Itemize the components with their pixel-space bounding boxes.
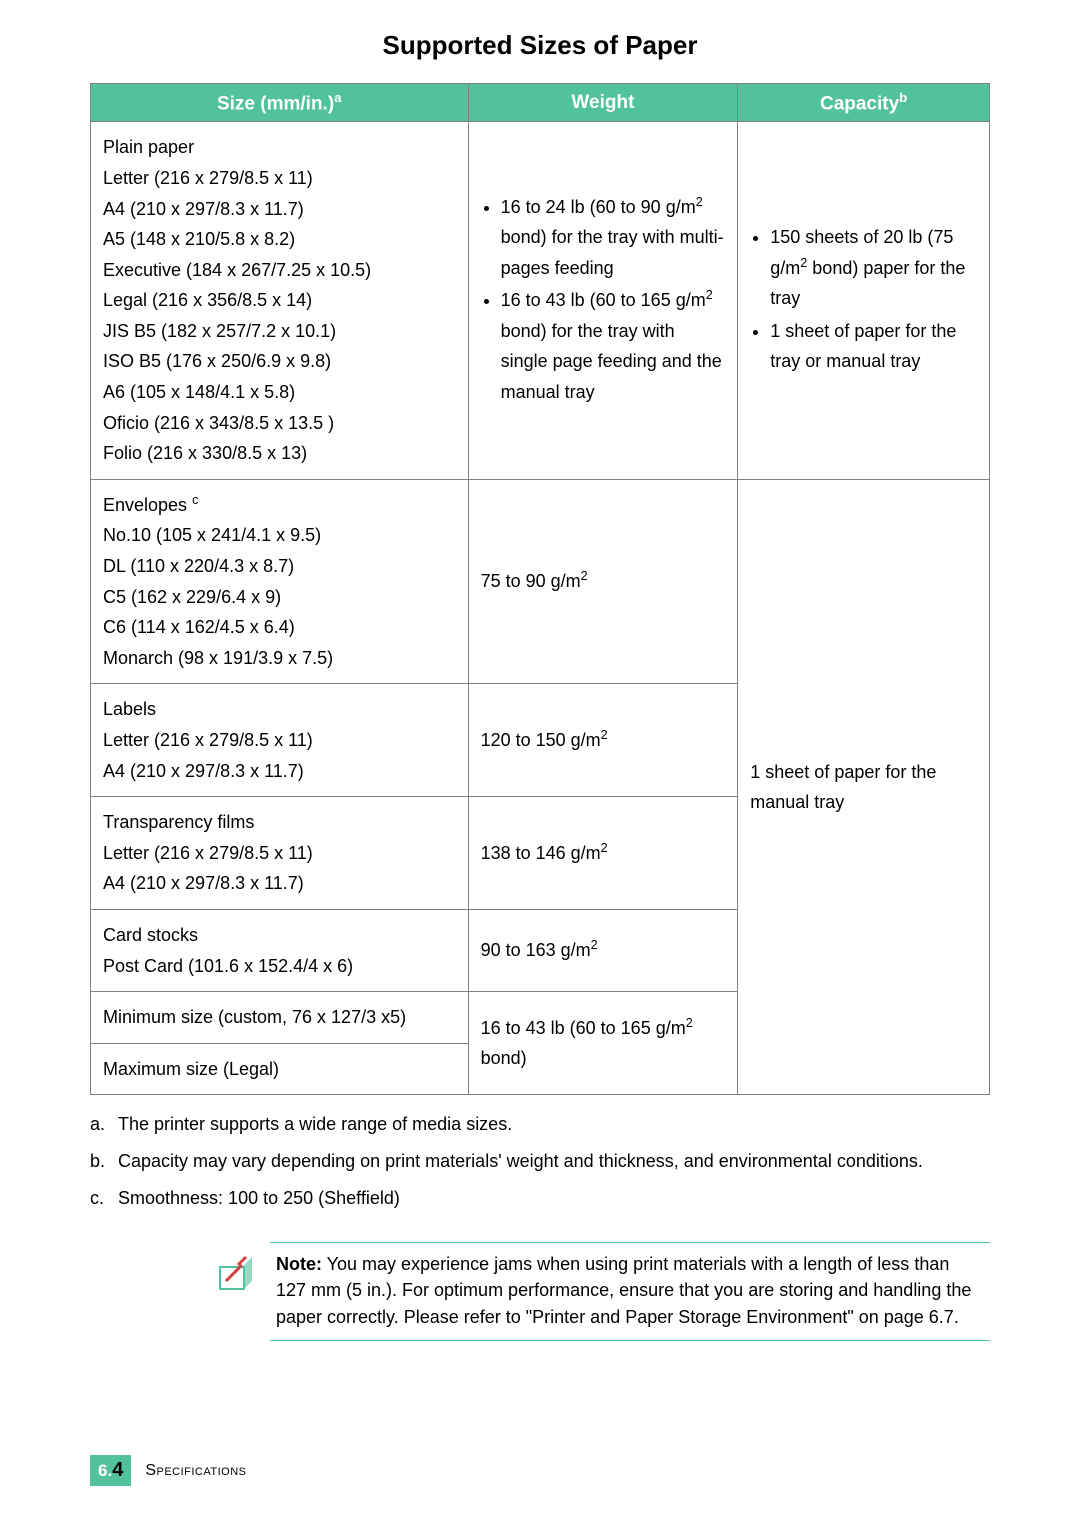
row-plain-paper: Plain paper Letter (216 x 279/8.5 x 11) … [91, 122, 990, 480]
note-icon [214, 1251, 258, 1295]
note-label: Note: [276, 1254, 322, 1274]
page-footer: 6.4 Specifications [90, 1455, 247, 1486]
shared-capacity: 1 sheet of paper for the manual tray [738, 479, 990, 1095]
plain-capacity: 150 sheets of 20 lb (75 g/m2 bond) paper… [738, 122, 990, 480]
labels-weight: 120 to 150 g/m2 [468, 684, 738, 797]
note-text: You may experience jams when using print… [276, 1254, 971, 1326]
footnotes: a. The printer supports a wide range of … [90, 1111, 990, 1212]
min-size: Minimum size (custom, 76 x 127/3 x5) [91, 992, 469, 1044]
col-capacity: Capacityb [738, 84, 990, 122]
note-box: Note: You may experience jams when using… [270, 1242, 990, 1340]
min-max-weight: 16 to 43 lb (60 to 165 g/m2 bond) [468, 992, 738, 1095]
col-weight: Weight [468, 84, 738, 122]
footnote-c: c. Smoothness: 100 to 250 (Sheffield) [90, 1185, 990, 1212]
envelopes-size: Envelopes c No.10 (105 x 241/4.1 x 9.5) … [91, 479, 469, 684]
plain-weight: 16 to 24 lb (60 to 90 g/m2 bond) for the… [468, 122, 738, 480]
envelopes-weight: 75 to 90 g/m2 [468, 479, 738, 684]
section-label: Specifications [145, 1462, 246, 1480]
card-size: Card stocks Post Card (101.6 x 152.4/4 x… [91, 909, 469, 991]
footnote-b: b. Capacity may vary depending on print … [90, 1148, 990, 1175]
page-title: Supported Sizes of Paper [90, 30, 990, 61]
row-envelopes: Envelopes c No.10 (105 x 241/4.1 x 9.5) … [91, 479, 990, 684]
plain-size: Plain paper Letter (216 x 279/8.5 x 11) … [91, 122, 469, 480]
page-number-box: 6.4 [90, 1455, 131, 1486]
transparency-size: Transparency films Letter (216 x 279/8.5… [91, 797, 469, 910]
col-size: Size (mm/in.)a [91, 84, 469, 122]
footnote-a: a. The printer supports a wide range of … [90, 1111, 990, 1138]
max-size: Maximum size (Legal) [91, 1043, 469, 1095]
table-header-row: Size (mm/in.)a Weight Capacityb [91, 84, 990, 122]
transparency-weight: 138 to 146 g/m2 [468, 797, 738, 910]
card-weight: 90 to 163 g/m2 [468, 909, 738, 991]
paper-spec-table: Size (mm/in.)a Weight Capacityb Plain pa… [90, 83, 990, 1095]
labels-size: Labels Letter (216 x 279/8.5 x 11) A4 (2… [91, 684, 469, 797]
